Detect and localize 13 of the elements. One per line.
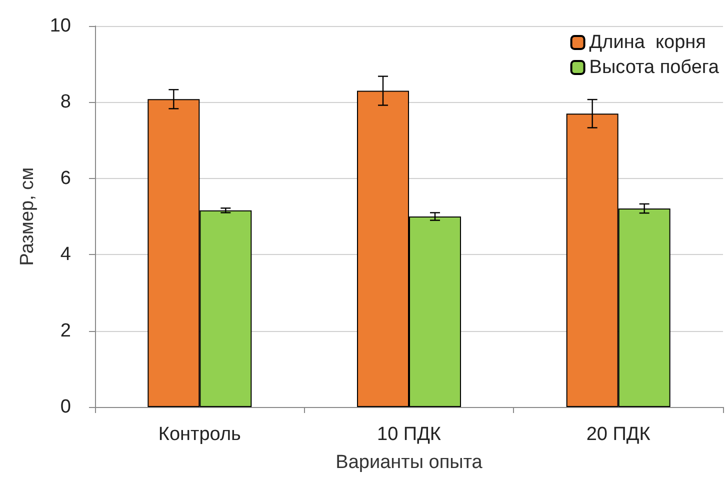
x-axis-title: Варианты опыта: [336, 452, 483, 473]
legend-label: Длина корня: [589, 32, 706, 53]
y-tick-label: 2: [60, 320, 71, 342]
y-tick-label: 6: [60, 168, 71, 189]
y-tick-label: 4: [60, 244, 72, 266]
x-tick-label: Контроль: [158, 424, 242, 445]
y-tick-label: 8: [60, 92, 71, 113]
x-tick-label: 20 ПДК: [586, 424, 650, 445]
y-tick-label: 10: [50, 16, 71, 36]
y-axis-title: Размер, см: [17, 167, 38, 266]
legend-label: Высота побега: [589, 57, 720, 78]
x-tick-label: 10 ПДК: [376, 424, 442, 445]
y-tick-label: 0: [60, 396, 71, 418]
